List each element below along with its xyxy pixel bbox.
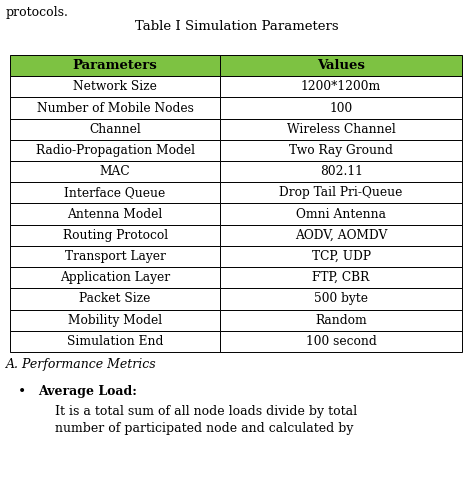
Text: Mobility Model: Mobility Model xyxy=(68,313,162,327)
Text: 1200*1200m: 1200*1200m xyxy=(301,80,381,93)
Text: Random: Random xyxy=(315,313,367,327)
Text: Network Size: Network Size xyxy=(73,80,157,93)
Text: FTP, CBR: FTP, CBR xyxy=(312,271,370,284)
Text: Average Load:: Average Load: xyxy=(38,385,137,398)
Text: 500 byte: 500 byte xyxy=(314,293,368,306)
Text: Table I Simulation Parameters: Table I Simulation Parameters xyxy=(135,20,339,33)
Text: Routing Protocol: Routing Protocol xyxy=(63,229,168,242)
Text: Values: Values xyxy=(317,59,365,72)
Text: Interface Queue: Interface Queue xyxy=(64,187,166,199)
Text: Packet Size: Packet Size xyxy=(80,293,151,306)
Text: Radio-Propagation Model: Radio-Propagation Model xyxy=(36,144,195,157)
Text: MAC: MAC xyxy=(100,165,130,178)
Text: protocols.: protocols. xyxy=(6,6,69,19)
Text: Drop Tail Pri-Queue: Drop Tail Pri-Queue xyxy=(279,187,403,199)
Text: Two Ray Ground: Two Ray Ground xyxy=(289,144,393,157)
Text: Antenna Model: Antenna Model xyxy=(67,208,163,221)
Text: Omni Antenna: Omni Antenna xyxy=(296,208,386,221)
Text: Parameters: Parameters xyxy=(73,59,157,72)
Text: 100: 100 xyxy=(329,102,353,115)
Text: Simulation End: Simulation End xyxy=(67,335,163,348)
Text: Application Layer: Application Layer xyxy=(60,271,170,284)
Text: It is a total sum of all node loads divide by total: It is a total sum of all node loads divi… xyxy=(55,405,357,418)
Text: 100 second: 100 second xyxy=(306,335,376,348)
Text: TCP, UDP: TCP, UDP xyxy=(311,250,371,263)
Text: Channel: Channel xyxy=(89,123,141,136)
Text: AODV, AOMDV: AODV, AOMDV xyxy=(295,229,387,242)
Text: •: • xyxy=(18,385,26,399)
Text: 802.11: 802.11 xyxy=(319,165,363,178)
Text: Wireless Channel: Wireless Channel xyxy=(287,123,395,136)
Text: Transport Layer: Transport Layer xyxy=(64,250,165,263)
Text: A. Performance Metrics: A. Performance Metrics xyxy=(6,358,156,371)
Text: Number of Mobile Nodes: Number of Mobile Nodes xyxy=(36,102,193,115)
Text: number of participated node and calculated by: number of participated node and calculat… xyxy=(55,422,354,435)
